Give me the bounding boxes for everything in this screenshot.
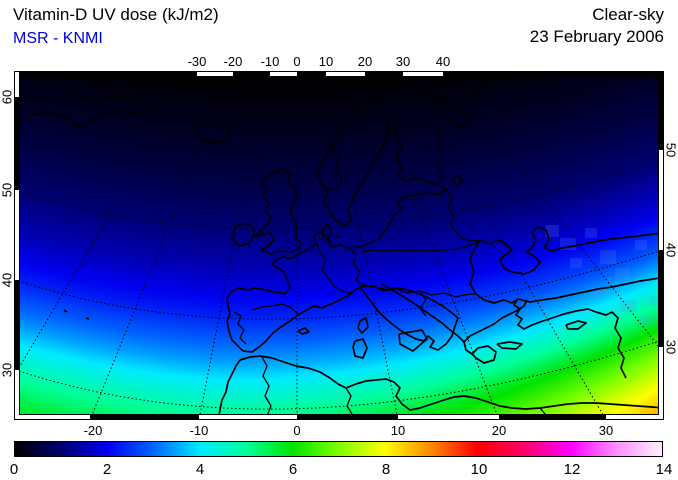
bottom-axis-label: -20 <box>83 423 103 438</box>
colorbar <box>14 441 663 457</box>
page-title: Vitamin-D UV dose (kJ/m2) <box>13 5 219 24</box>
left-axis-label: 30 <box>0 362 15 378</box>
bottom-axis-label: 30 <box>598 423 614 438</box>
frame-segment <box>499 415 606 420</box>
frame-segment <box>659 250 664 347</box>
top-axis-label: -30 <box>187 54 207 69</box>
top-axis-label: -10 <box>260 54 280 69</box>
frame-segment <box>90 415 199 420</box>
top-axis-label: 10 <box>318 54 334 69</box>
top-axis-label: 30 <box>395 54 411 69</box>
left-axis-label: 60 <box>0 89 15 105</box>
top-axis-label: -20 <box>223 54 243 69</box>
bottom-axis-label: 0 <box>293 423 301 438</box>
frame-segment <box>659 71 664 150</box>
right-axis-label: 30 <box>663 339 678 355</box>
frame-segment <box>659 150 664 250</box>
date-label: 23 February 2006 <box>529 27 664 46</box>
top-axis-label: 0 <box>293 54 301 69</box>
colorbar-tick-label: 4 <box>195 461 205 478</box>
frame-segment <box>606 415 664 420</box>
colorbar-tick-label: 14 <box>655 461 673 478</box>
frame-segment <box>14 415 90 420</box>
frame-segment <box>297 415 398 420</box>
bottom-axis-label: 10 <box>390 423 406 438</box>
frame-segment <box>659 347 664 420</box>
condition-label: Clear-sky <box>592 5 664 24</box>
colorbar-tick-label: 0 <box>9 461 19 478</box>
colorbar-tick-label: 12 <box>563 461 581 478</box>
uv-dose-field-canvas <box>19 76 659 415</box>
left-axis-label: 50 <box>0 182 15 198</box>
right-axis-label: 50 <box>663 142 678 158</box>
colorbar-tick-label: 10 <box>470 461 488 478</box>
top-axis-label: 20 <box>357 54 373 69</box>
colorbar-tick-label: 8 <box>381 461 391 478</box>
top-axis-label: 40 <box>435 54 451 69</box>
right-axis-label: 40 <box>663 242 678 258</box>
left-axis-label: 40 <box>0 272 15 288</box>
frame-segment <box>199 415 297 420</box>
colorbar-tick-label: 2 <box>102 461 112 478</box>
colorbar-tick-label: 6 <box>288 461 298 478</box>
bottom-axis-label: 20 <box>491 423 507 438</box>
source-label: MSR - KNMI <box>13 30 103 47</box>
bottom-axis-label: -10 <box>189 423 209 438</box>
frame-segment <box>398 415 499 420</box>
